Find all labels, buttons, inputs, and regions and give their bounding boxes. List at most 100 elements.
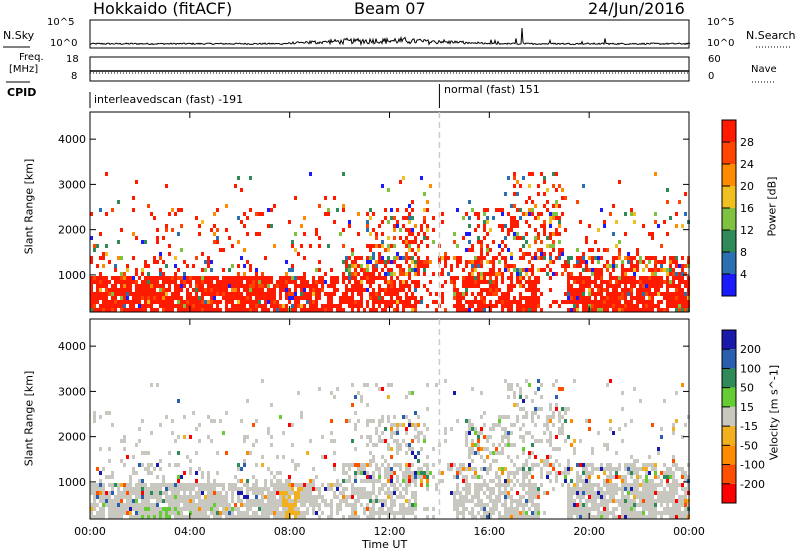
- velocity-cell: [540, 459, 543, 463]
- power-cell: [612, 308, 615, 312]
- power-cell: [582, 280, 585, 284]
- power-cell: [330, 296, 333, 300]
- power-cell: [585, 296, 588, 300]
- velocity-cell: [279, 479, 282, 483]
- power-cell: [315, 304, 318, 308]
- power-cell: [99, 292, 102, 296]
- power-cell: [534, 204, 537, 208]
- power-cell: [234, 284, 237, 288]
- velocity-cell: [675, 515, 678, 519]
- velocity-cell: [285, 511, 288, 515]
- velocity-cell: [633, 491, 636, 495]
- velocity-cell: [111, 487, 114, 491]
- power-cell: [165, 308, 168, 312]
- power-cell: [324, 308, 327, 312]
- power-cell: [372, 256, 375, 260]
- velocity-cell: [195, 471, 198, 475]
- velocity-cell: [168, 511, 171, 515]
- velocity-cell: [468, 511, 471, 515]
- velocity-cell: [141, 511, 144, 515]
- velocity-cell: [663, 475, 666, 479]
- velocity-cell: [468, 447, 471, 451]
- velocity-cell: [369, 435, 372, 439]
- velocity-cell: [456, 487, 459, 491]
- power-cell: [633, 212, 636, 216]
- power-cell: [498, 296, 501, 300]
- power-cell: [387, 260, 390, 264]
- velocity-cell: [642, 515, 645, 519]
- velocity-cell: [576, 507, 579, 511]
- velocity-cell: [600, 499, 603, 503]
- power-cell: [486, 280, 489, 284]
- velocity-cell: [585, 471, 588, 475]
- velocity-cell: [378, 511, 381, 515]
- power-cell: [609, 272, 612, 276]
- power-cell: [576, 276, 579, 280]
- velocity-cell: [243, 503, 246, 507]
- power-cell: [219, 292, 222, 296]
- power-cell: [414, 284, 417, 288]
- velocity-cell: [183, 499, 186, 503]
- velocity-cell: [630, 511, 633, 515]
- power-cell: [669, 264, 672, 268]
- velocity-cell: [405, 511, 408, 515]
- power-cell: [102, 284, 105, 288]
- velocity-cell: [486, 487, 489, 491]
- velocity-cell: [600, 491, 603, 495]
- velocity-cell: [333, 395, 336, 399]
- power-cell: [477, 260, 480, 264]
- velocity-cell: [468, 467, 471, 471]
- velocity-cell: [414, 479, 417, 483]
- velocity-cell: [219, 419, 222, 423]
- power-cell: [486, 232, 489, 236]
- velocity-cell: [378, 387, 381, 391]
- power-cell: [228, 268, 231, 272]
- power-cell: [90, 256, 93, 260]
- velocity-cell: [108, 459, 111, 463]
- power-cell: [591, 268, 594, 272]
- velocity-cell: [321, 455, 324, 459]
- velocity-cell: [489, 467, 492, 471]
- velocity-cell: [651, 467, 654, 471]
- power-cell: [480, 260, 483, 264]
- velocity-cell: [648, 463, 651, 467]
- power-cell: [597, 272, 600, 276]
- power-cell: [255, 272, 258, 276]
- velocity-cell: [381, 503, 384, 507]
- power-cell: [549, 220, 552, 224]
- velocity-cell: [555, 403, 558, 407]
- power-cell: [423, 208, 426, 212]
- power-cell: [327, 304, 330, 308]
- power-cell: [564, 264, 567, 268]
- power-cell: [618, 280, 621, 284]
- velocity-cell: [234, 487, 237, 491]
- velocity-cell: [213, 491, 216, 495]
- velocity-cell: [684, 491, 687, 495]
- velocity-cell: [342, 491, 345, 495]
- power-cell: [594, 272, 597, 276]
- power-cell: [510, 228, 513, 232]
- velocity-cell: [600, 467, 603, 471]
- velocity-cell: [354, 427, 357, 431]
- velocity-cell: [516, 471, 519, 475]
- power-cell: [681, 304, 684, 308]
- power-cell: [618, 308, 621, 312]
- power-cell: [102, 252, 105, 256]
- velocity-cell: [534, 495, 537, 499]
- velocity-cell: [606, 511, 609, 515]
- velocity-cell: [246, 503, 249, 507]
- velocity-cell: [309, 479, 312, 483]
- power-cell: [465, 280, 468, 284]
- velocity-cell: [261, 379, 264, 383]
- power-cell: [138, 304, 141, 308]
- power-cell: [306, 300, 309, 304]
- power-cell: [483, 212, 486, 216]
- power-cell: [162, 284, 165, 288]
- power-cell: [489, 288, 492, 292]
- velocity-cell: [387, 443, 390, 447]
- velocity-cell: [417, 431, 420, 435]
- power-cell: [294, 284, 297, 288]
- velocity-cell: [165, 487, 168, 491]
- power-cell: [225, 300, 228, 304]
- velocity-cell: [579, 503, 582, 507]
